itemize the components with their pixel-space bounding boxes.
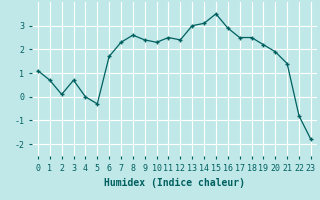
X-axis label: Humidex (Indice chaleur): Humidex (Indice chaleur) (104, 178, 245, 188)
